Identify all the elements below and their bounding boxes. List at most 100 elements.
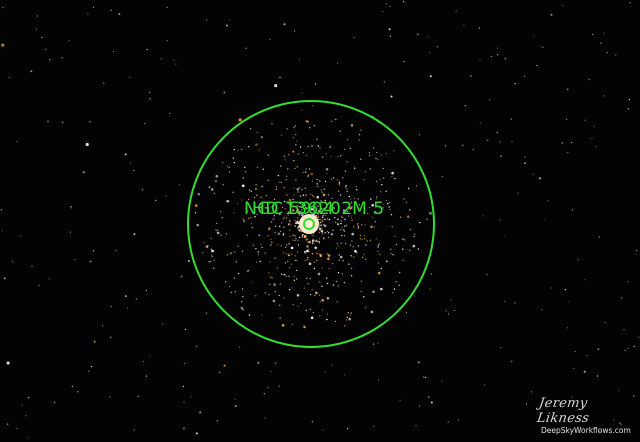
- star: [292, 137, 294, 139]
- star: [255, 183, 258, 186]
- star: [183, 401, 185, 403]
- star: [301, 214, 303, 217]
- star: [297, 222, 300, 225]
- star: [296, 209, 298, 211]
- star: [405, 311, 408, 313]
- star: [340, 222, 342, 225]
- star: [382, 10, 384, 12]
- star: [271, 241, 273, 243]
- star: [49, 59, 51, 61]
- star: [319, 224, 321, 227]
- star: [324, 180, 327, 183]
- star: [573, 368, 575, 370]
- star: [283, 186, 285, 189]
- star: [353, 256, 355, 258]
- website-credit: DeepSkyWorkflows.com: [541, 426, 631, 435]
- star: [292, 150, 295, 153]
- star: [205, 312, 207, 314]
- star: [337, 156, 339, 158]
- star: [225, 233, 228, 235]
- star: [327, 257, 330, 261]
- star: [351, 240, 353, 242]
- star: [385, 3, 387, 5]
- star: [315, 291, 318, 295]
- star: [293, 275, 295, 278]
- star: [345, 319, 347, 321]
- star: [137, 395, 139, 397]
- star: [287, 168, 289, 170]
- star: [373, 226, 376, 228]
- star: [256, 131, 259, 134]
- star: [316, 178, 318, 181]
- star: [332, 206, 336, 210]
- star: [313, 202, 315, 204]
- star: [294, 235, 296, 237]
- star: [302, 233, 304, 236]
- star: [338, 254, 340, 256]
- star: [351, 207, 353, 209]
- star: [447, 421, 449, 423]
- star: [220, 210, 222, 212]
- star: [390, 248, 392, 250]
- star: [487, 139, 489, 141]
- star: [403, 61, 405, 63]
- star: [638, 336, 640, 339]
- star: [304, 206, 307, 208]
- star: [317, 272, 321, 276]
- star: [6, 361, 10, 365]
- star: [297, 244, 300, 246]
- star: [280, 181, 282, 183]
- star: [282, 234, 284, 236]
- star: [554, 405, 557, 407]
- star: [363, 296, 365, 298]
- star: [357, 198, 359, 200]
- star: [425, 376, 427, 378]
- star: [621, 297, 623, 299]
- star: [89, 260, 92, 263]
- star: [318, 240, 320, 243]
- star: [297, 228, 299, 230]
- star: [542, 46, 544, 49]
- star: [362, 256, 364, 259]
- star: [232, 191, 234, 193]
- star: [321, 227, 323, 230]
- star: [274, 291, 277, 293]
- star: [337, 190, 340, 192]
- star: [133, 233, 136, 236]
- star: [251, 281, 253, 283]
- star: [88, 370, 90, 372]
- star: [301, 189, 303, 191]
- star: [324, 371, 326, 373]
- star: [110, 336, 112, 338]
- star: [270, 370, 272, 372]
- star: [350, 216, 353, 219]
- star: [309, 293, 312, 296]
- star: [0, 209, 2, 211]
- star: [345, 224, 348, 226]
- star: [161, 323, 163, 325]
- star: [28, 397, 30, 399]
- star: [418, 134, 420, 136]
- star: [306, 277, 308, 279]
- star: [166, 40, 168, 42]
- star: [85, 142, 89, 147]
- star: [245, 171, 247, 173]
- star: [273, 283, 276, 286]
- star: [297, 239, 299, 242]
- star: [627, 347, 629, 349]
- star: [279, 317, 281, 319]
- star: [532, 173, 534, 175]
- star: [393, 150, 395, 152]
- star: [436, 46, 439, 48]
- star: [285, 175, 288, 177]
- star: [155, 199, 157, 201]
- star: [256, 166, 259, 169]
- star: [369, 168, 371, 170]
- star: [287, 214, 289, 216]
- star: [283, 252, 285, 254]
- star: [525, 403, 528, 405]
- star: [115, 250, 117, 252]
- star: [371, 204, 375, 207]
- star: [293, 30, 296, 32]
